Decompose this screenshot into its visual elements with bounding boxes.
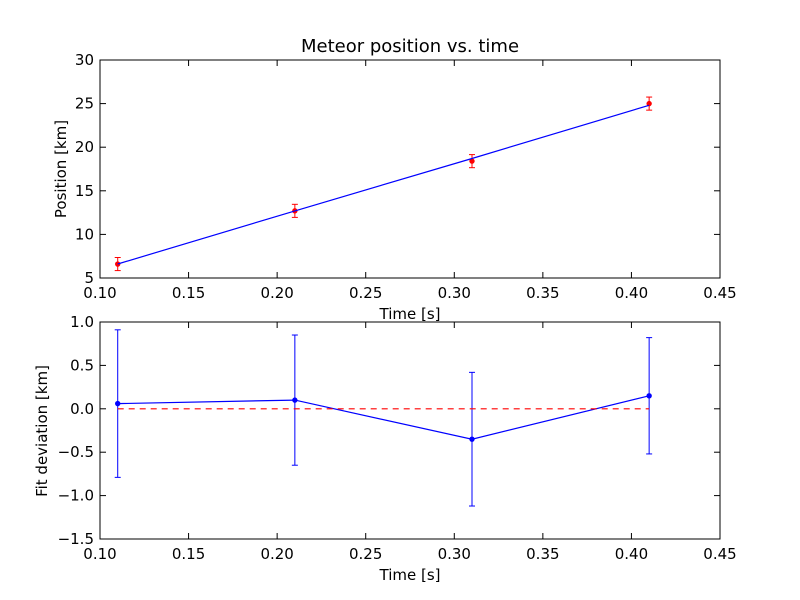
x-tick-label: 0.15: [172, 284, 205, 302]
y-tick-label: −1.0: [58, 487, 94, 505]
y-axis-label: Position [km]: [52, 120, 70, 218]
y-tick-label: 25: [75, 95, 94, 113]
chart-title: Meteor position vs. time: [301, 36, 519, 57]
error-bar: [114, 257, 121, 272]
x-tick-label: 0.30: [438, 545, 471, 563]
x-tick-label: 0.40: [615, 284, 648, 302]
error-bar: [291, 334, 298, 466]
deviation-ticks: 0.10 0.15 0.20 0.25 0.30 0.35 0.40 0.45 −1.5 −1.0…: [58, 313, 737, 563]
x-tick-label: 0.35: [526, 545, 559, 563]
deviation-line: [117, 395, 650, 440]
x-tick-label: 0.30: [438, 284, 471, 302]
x-tick-label: 0.10: [83, 284, 116, 302]
x-tick-label: 0.45: [703, 545, 736, 563]
x-tick-label: 0.25: [349, 284, 382, 302]
x-axis-label: Time [s]: [379, 305, 441, 323]
position-panel: Meteor position vs. time 0.10 0.15 0.20 0.2…: [52, 36, 737, 323]
plot-frame: [99, 59, 721, 279]
position-marks: [114, 96, 653, 272]
x-tick-label: 0.15: [172, 545, 205, 563]
data-point: [115, 261, 121, 267]
deviation-panel: 0.10 0.15 0.20 0.25 0.30 0.35 0.40 0.45 −1.5 −1.0…: [33, 313, 737, 584]
x-tick-label: 0.40: [615, 545, 648, 563]
plot-frame: [99, 321, 721, 540]
error-bar: [469, 154, 475, 169]
y-tick-label: 5: [84, 269, 94, 287]
y-axis-label: Fit deviation [km]: [33, 365, 51, 497]
error-bar: [646, 96, 653, 111]
x-tick-label: 0.25: [349, 545, 382, 563]
error-bar: [646, 337, 653, 455]
fit-line: [117, 104, 650, 265]
deviation-marks: [114, 329, 653, 507]
y-tick-label: −0.5: [58, 443, 94, 461]
data-point: [469, 158, 475, 164]
x-tick-label: 0.20: [260, 545, 293, 563]
x-tick-label: 0.10: [83, 545, 116, 563]
y-tick-label: 1.0: [70, 313, 94, 331]
y-tick-label: 15: [75, 182, 94, 200]
y-tick-label: 20: [75, 138, 94, 156]
error-bar: [114, 329, 121, 478]
data-point: [469, 436, 475, 442]
y-tick-label: 10: [75, 225, 94, 243]
y-tick-label: 0.5: [70, 356, 94, 374]
y-tick-label: −1.5: [58, 530, 94, 548]
data-point: [646, 393, 652, 399]
x-tick-label: 0.45: [703, 284, 736, 302]
x-tick-label: 0.35: [526, 284, 559, 302]
x-tick-label: 0.20: [260, 284, 293, 302]
data-point: [292, 397, 298, 403]
y-tick-label: 30: [75, 51, 94, 69]
x-axis-label: Time [s]: [379, 566, 441, 584]
data-point: [115, 400, 121, 407]
error-bar: [469, 371, 475, 507]
position-ticks: 0.10 0.15 0.20 0.25 0.30 0.35 0.40 0.45 5 10 15 20 2…: [75, 51, 737, 302]
y-tick-label: 0.0: [70, 400, 94, 418]
